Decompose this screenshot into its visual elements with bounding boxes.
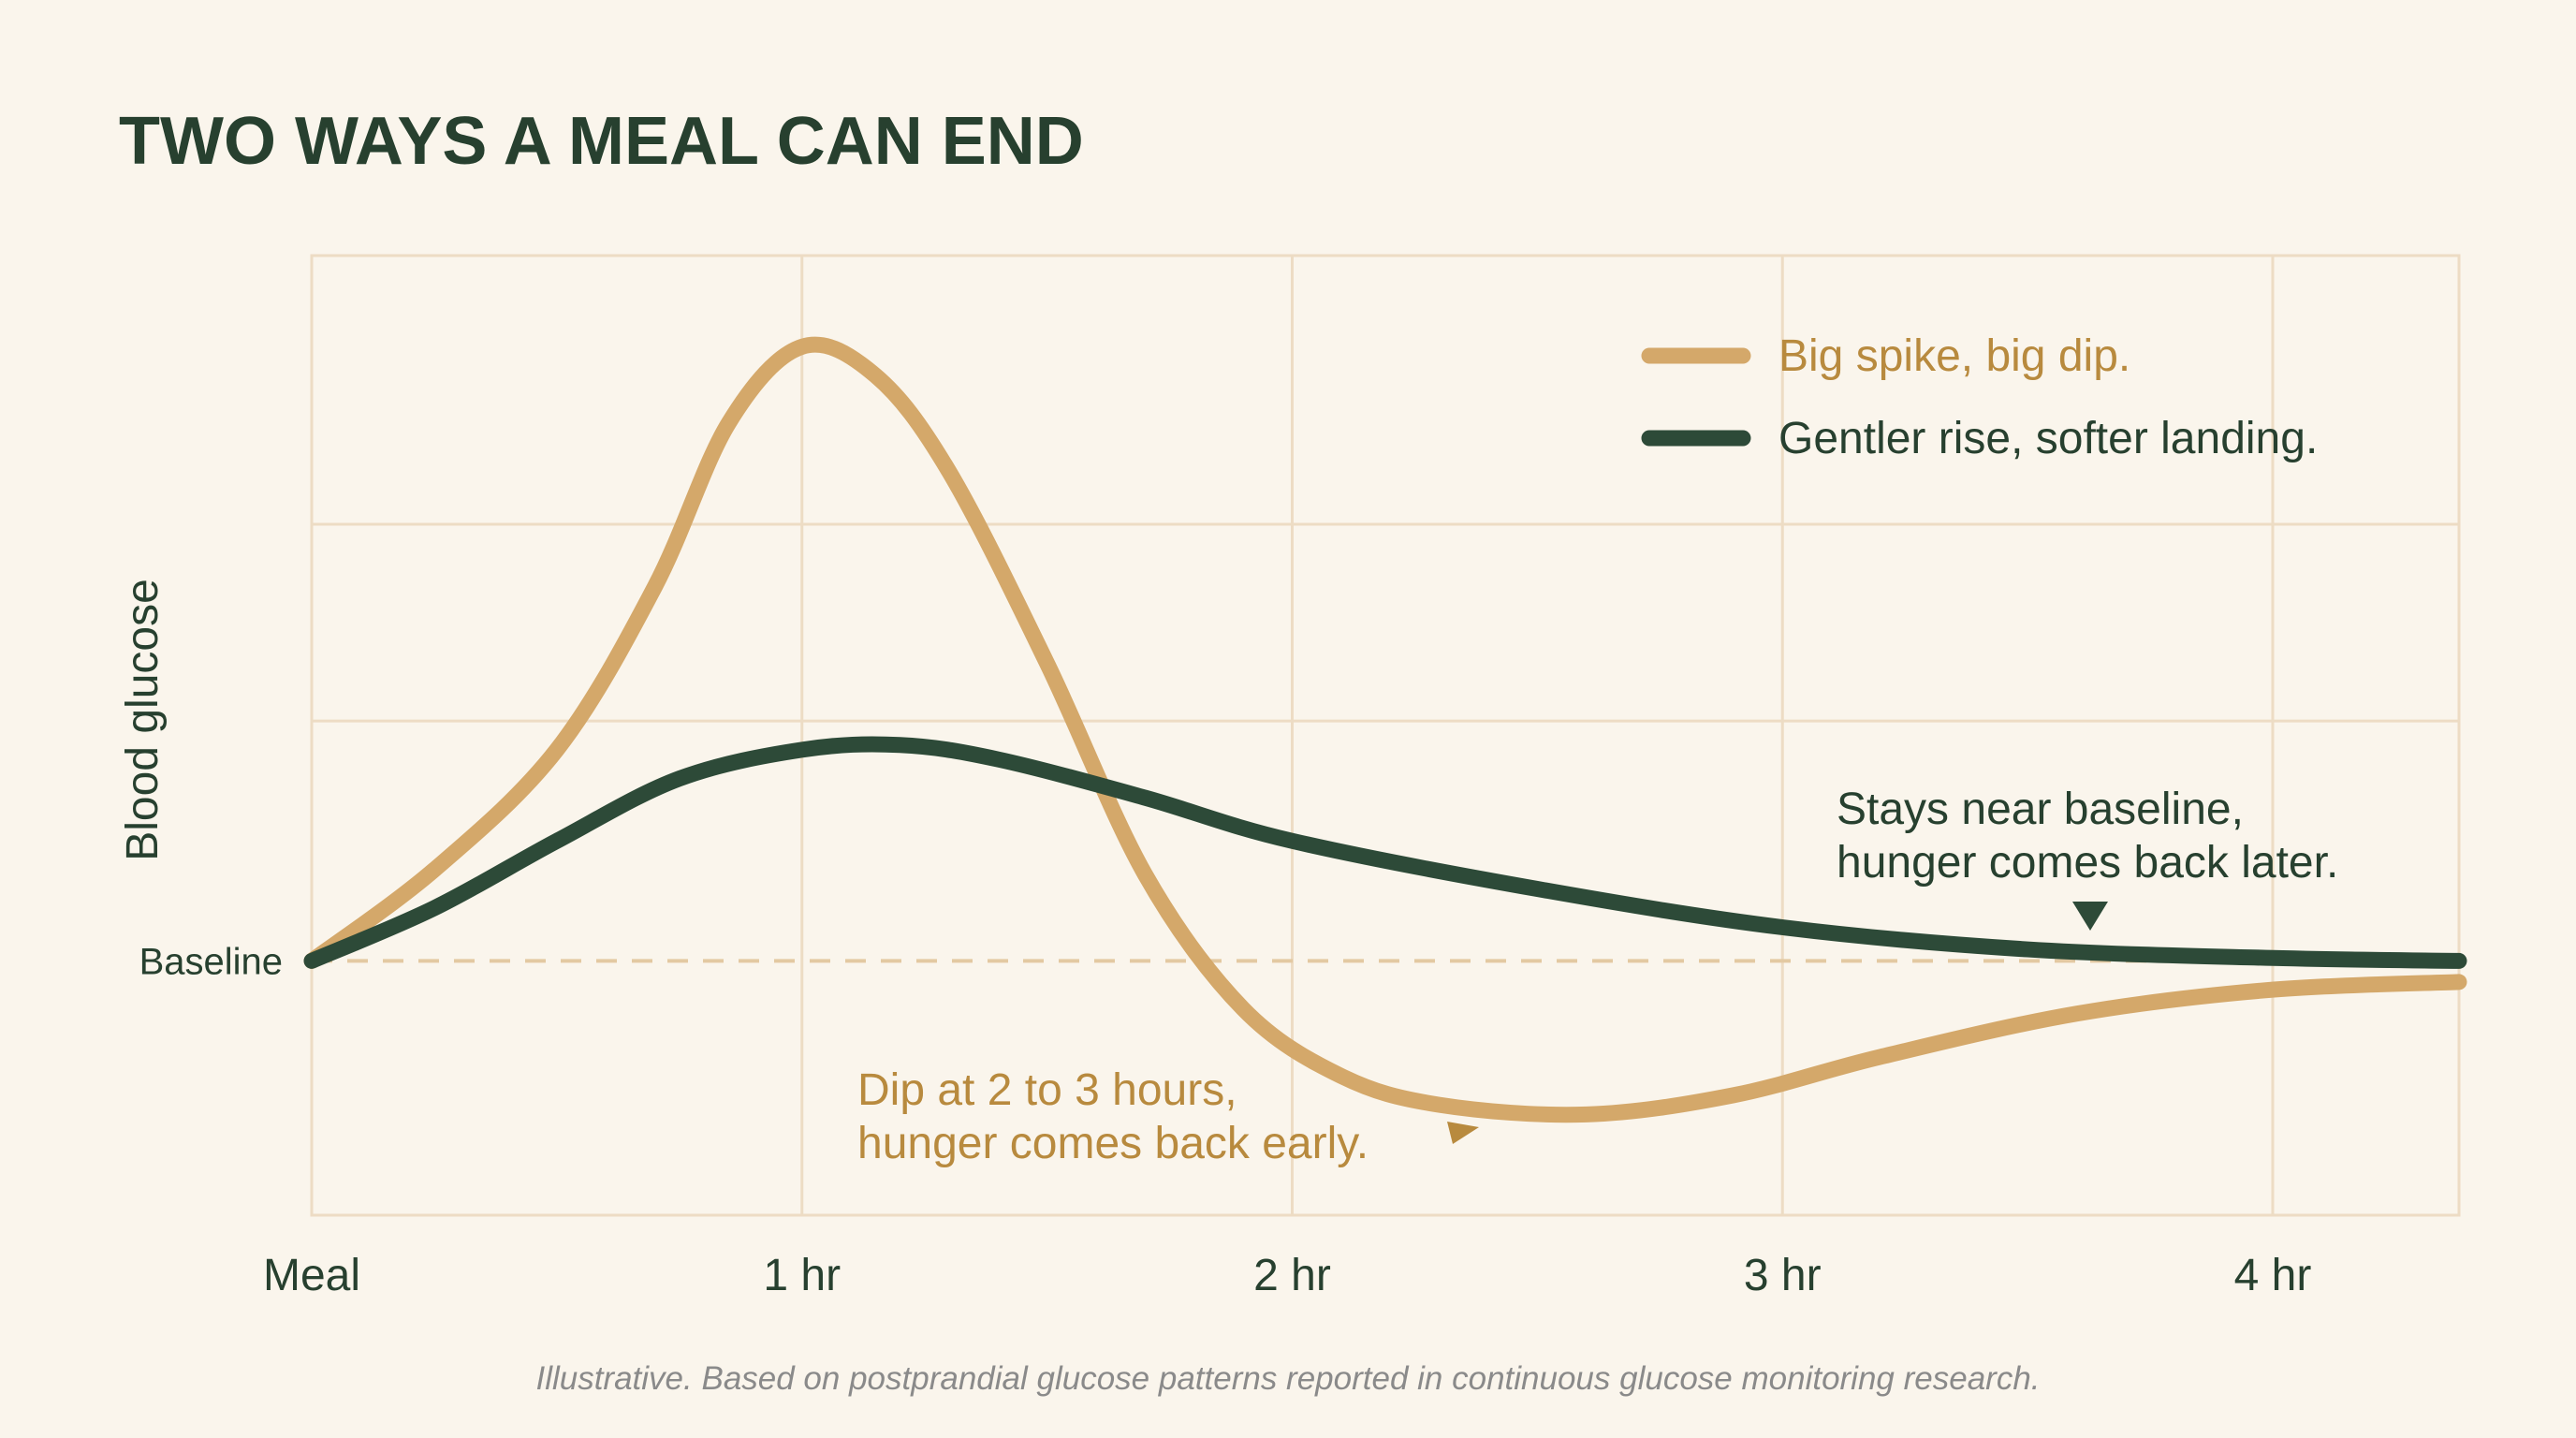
legend-label: Gentler rise, softer landing. — [1778, 414, 2318, 463]
x-tick-label: 1 hr — [763, 1251, 841, 1300]
y-tick-label: Baseline — [139, 941, 283, 982]
x-tick-label: 2 hr — [1253, 1251, 1331, 1300]
x-tick-label: 4 hr — [2234, 1251, 2312, 1300]
grid-layer — [310, 254, 2461, 1217]
x-tick-label: Meal — [263, 1251, 360, 1300]
annotation-baseline-text: Stays near baseline, — [1837, 785, 2244, 834]
annotation-dip-arrow — [1447, 1122, 1479, 1144]
annotation-dip-text: hunger comes back early. — [857, 1119, 1368, 1168]
annotations: Dip at 2 to 3 hours,hunger comes back ea… — [857, 785, 2338, 1168]
chart-title: TWO WAYS A MEAL CAN END — [119, 104, 1084, 179]
x-tick-label: 3 hr — [1744, 1251, 1822, 1300]
annotation-baseline-arrow — [2072, 902, 2108, 931]
series-line-gentler-rise — [303, 736, 2467, 969]
plot-frame — [310, 254, 2461, 1217]
label-layer: TWO WAYS A MEAL CAN END Blood glucose Il… — [118, 104, 2311, 1397]
legend-label: Big spike, big dip. — [1778, 331, 2130, 381]
annotation-dip-text: Dip at 2 to 3 hours, — [857, 1065, 1237, 1115]
series-line-big-spike — [303, 336, 2467, 1123]
legend: Big spike, big dip. Gentler rise, softer … — [1641, 331, 2318, 463]
series-layer — [303, 336, 2467, 1123]
footnote: Illustrative. Based on postprandial gluc… — [535, 1360, 2040, 1397]
annotation-baseline-text: hunger comes back later. — [1837, 838, 2338, 888]
y-axis-label: Blood glucose — [118, 579, 168, 861]
